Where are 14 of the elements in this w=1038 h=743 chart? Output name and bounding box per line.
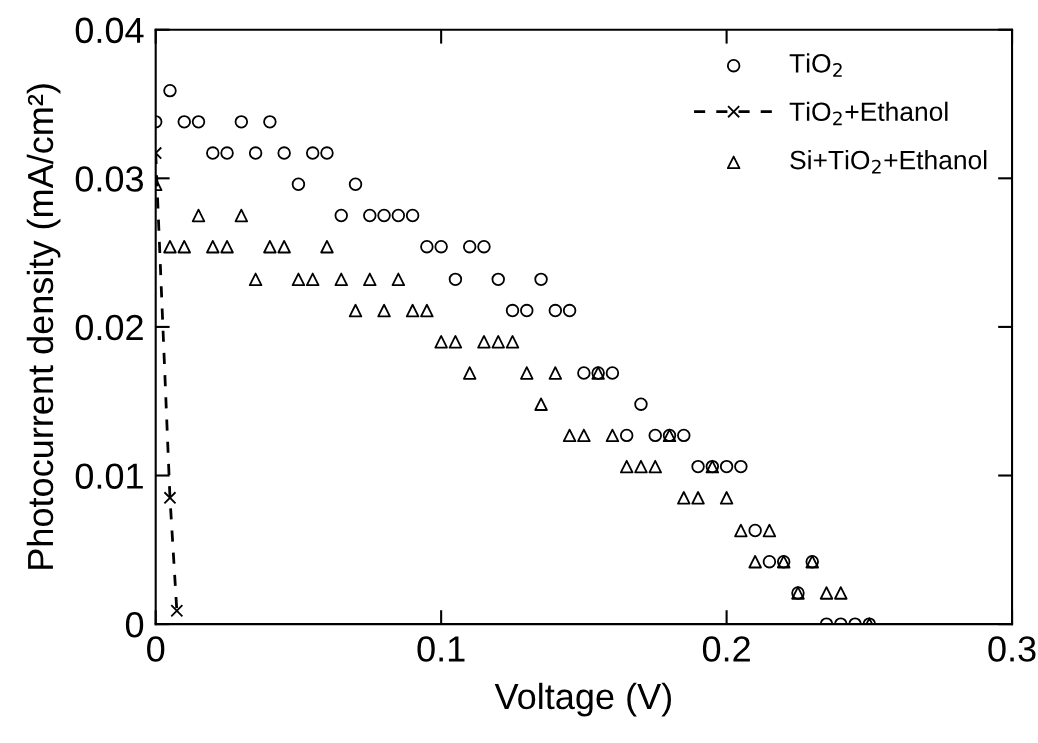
y-tick-label: 0.03 bbox=[75, 166, 144, 192]
x-tick-label: 0.1 bbox=[417, 636, 465, 662]
y-tick-label: 0 bbox=[125, 611, 144, 638]
x-axis-title: Voltage (V) bbox=[494, 682, 671, 717]
y-tick-label: 0.02 bbox=[75, 314, 143, 341]
y-tick-label: 0.01 bbox=[75, 463, 143, 489]
legend-label: TiO$_{2}$ bbox=[789, 53, 842, 77]
x-tick-label: 0.2 bbox=[702, 636, 750, 662]
legend-label: TiO$_{2}$+Ethanol bbox=[789, 101, 948, 126]
x-tick-label: 0.3 bbox=[988, 636, 1036, 662]
x-tick-label: 0 bbox=[147, 636, 165, 662]
legend-label: Si+TiO$_{2}$+Ethanol bbox=[790, 150, 987, 174]
y-tick-label: 0.04 bbox=[75, 17, 144, 44]
y-axis-title: Photocurrent density (mA/cm²) bbox=[26, 84, 61, 569]
